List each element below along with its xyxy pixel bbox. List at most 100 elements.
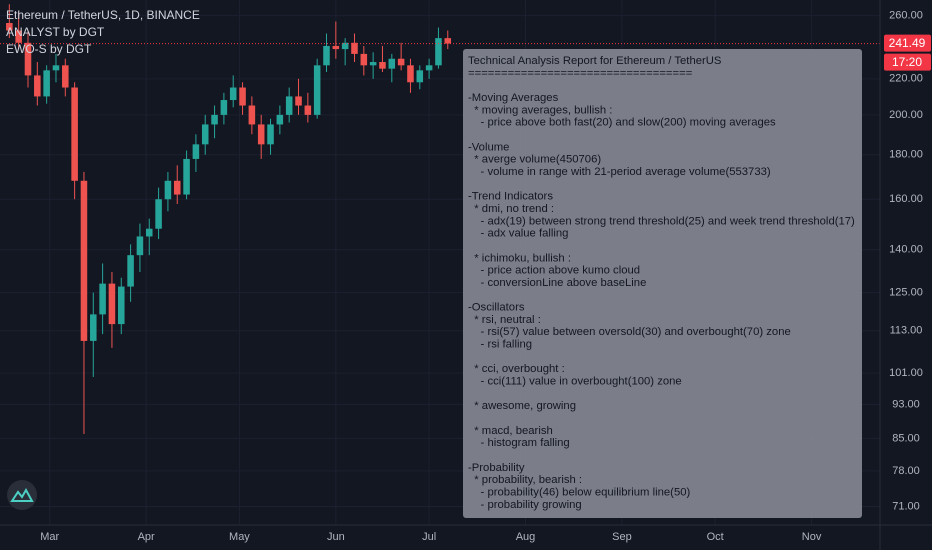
candle-body — [164, 180, 172, 200]
y-tick-label: 101.00 — [889, 367, 923, 379]
report-line: - conversionLine above baseLine — [468, 277, 646, 289]
candle-body — [127, 255, 134, 287]
report: Technical Analysis Report for Ethereum /… — [468, 55, 855, 511]
report-line: - price above both fast(20) and slow(200… — [468, 117, 776, 129]
candle-body — [201, 124, 209, 145]
candle-body — [444, 38, 452, 44]
candle-body — [304, 105, 312, 115]
report-line: - volume in range with 21-period average… — [468, 166, 771, 178]
logo-mark[interactable] — [10, 487, 34, 502]
report-line: * averge volume(450706) — [468, 154, 601, 166]
candle-body — [108, 283, 116, 325]
candle-body — [248, 105, 256, 125]
last-price-box — [884, 34, 931, 52]
candle-body — [173, 180, 181, 195]
countdown-box — [884, 53, 931, 71]
last-price-label: 241.49 — [889, 36, 926, 50]
x-tick-label: Jul — [422, 531, 436, 543]
x-tick-label: Oct — [707, 531, 724, 543]
report-line: - adx value falling — [468, 228, 568, 240]
candle-body — [90, 314, 97, 341]
candle-body — [285, 96, 293, 115]
candle-body — [34, 75, 41, 97]
candle-body — [118, 286, 125, 325]
y-tick-label: 160.00 — [889, 193, 923, 205]
candle-body — [416, 70, 424, 83]
candle-body — [435, 38, 442, 66]
candle-body — [257, 124, 265, 145]
y-tick-label: 113.00 — [890, 325, 923, 337]
report-line: -Probability — [468, 462, 525, 474]
report-line: -Moving Averages — [468, 92, 559, 104]
logo[interactable] — [7, 480, 37, 510]
y-tick-label: 93.00 — [892, 398, 920, 410]
candle-body — [24, 42, 32, 76]
report-line: - price action above kumo cloud — [468, 265, 640, 277]
candle-body — [397, 58, 405, 66]
x-tick-label: Apr — [138, 531, 155, 543]
candle-body — [71, 87, 78, 181]
candle-body — [80, 180, 88, 341]
report-line: - rsi(57) value between oversold(30) and… — [468, 326, 791, 338]
candle-body — [211, 114, 218, 125]
candle-body — [407, 65, 414, 83]
candle-body — [313, 65, 321, 115]
x-tick-label: Aug — [516, 531, 536, 543]
y-tick-label: 71.00 — [892, 500, 920, 512]
candle-body — [295, 96, 302, 106]
report-box — [463, 49, 862, 518]
report-line: -Oscillators — [468, 302, 525, 314]
candle-body — [267, 124, 274, 145]
y-tick-label: 200.00 — [889, 109, 923, 121]
report-line: - probability(46) below equilibrium line… — [468, 487, 691, 499]
candle-body — [62, 65, 69, 88]
report-rule: ================================== — [468, 67, 693, 79]
y-tick-label: 220.00 — [889, 73, 923, 85]
candle-body — [6, 23, 13, 31]
report-line: - rsi falling — [468, 339, 532, 351]
candle-body — [388, 58, 396, 69]
report-line: - adx(19) between strong trend threshold… — [468, 215, 855, 227]
report-line: * rsi, neutral : — [468, 314, 541, 326]
report-line: * moving averages, bullish : — [468, 104, 612, 116]
report-line: - histogram falling — [468, 437, 570, 449]
report-line: - probability growing — [468, 499, 582, 511]
indicator-label: EWO-S by DGT — [6, 42, 92, 56]
report-line: - cci(111) value in overbought(100) zone — [468, 376, 682, 388]
x-tick-label: May — [229, 531, 250, 543]
candle-body — [145, 228, 153, 237]
symbol-title: Ethereum / TetherUS, 1D, BINANCE — [6, 8, 200, 22]
y-tick-label: 140.00 — [889, 244, 923, 256]
x-tick-label: Mar — [40, 531, 59, 543]
candle-body — [323, 45, 330, 66]
candle-body — [136, 236, 144, 256]
candle-body — [155, 199, 162, 229]
indicator-label: ANALYST by DGT — [6, 25, 105, 39]
report-line: -Volume — [468, 141, 509, 153]
y-tick-label: 85.00 — [892, 432, 920, 444]
candle-body — [360, 53, 368, 66]
candle-body — [425, 65, 433, 71]
axes: 260.00 220.00 200.00 180.00 160.00 140.00 125.… — [40, 10, 931, 543]
candle-body — [332, 45, 340, 50]
candle-body — [183, 158, 190, 195]
report-line: * dmi, no trend : — [468, 203, 554, 215]
candle-body — [220, 100, 228, 115]
candle-body — [276, 114, 284, 125]
candle-body — [192, 144, 200, 159]
x-tick-label: Sep — [612, 531, 632, 543]
candle-body — [341, 42, 349, 50]
report-line: * ichimoku, bullish : — [468, 252, 571, 264]
candle-body — [369, 62, 377, 66]
x-tick-label: Nov — [802, 531, 822, 543]
report-line: * macd, bearish — [468, 425, 553, 437]
countdown-label: 17:20 — [892, 55, 922, 69]
report-line: * cci, overbought : — [468, 363, 565, 375]
report-line: -Trend Indicators — [468, 191, 553, 203]
candle-body — [43, 70, 50, 97]
candle-body — [239, 87, 246, 106]
report-line: * probability, bearish : — [468, 474, 582, 486]
candle-body — [52, 65, 60, 71]
